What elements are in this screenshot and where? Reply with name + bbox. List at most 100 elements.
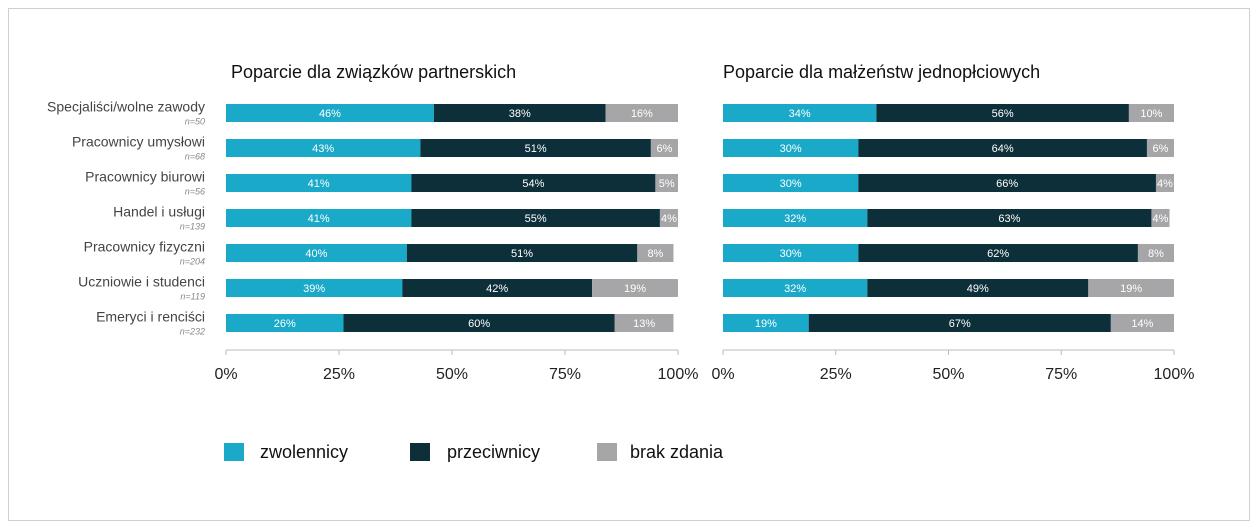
bar-segment [723,314,809,332]
legend-swatch [224,443,244,461]
bar-segment [723,279,868,297]
bar-segment [226,139,421,157]
value-label: 13% [633,318,655,330]
value-label: 39% [303,283,325,295]
bar-segment [411,209,660,227]
category-label: Handel i usługi [113,204,205,220]
value-label: 34% [789,108,811,120]
value-label: 30% [780,178,802,190]
value-label: 66% [996,178,1018,190]
bar-segment [723,174,859,192]
n-label: n=232 [180,326,205,336]
bar-segment [226,279,403,297]
value-label: 14% [1131,318,1153,330]
category-label: Specjaliści/wolne zawody [47,99,205,115]
value-label: 41% [308,213,330,225]
value-label: 42% [486,283,508,295]
value-label: 60% [468,318,490,330]
value-label: 54% [522,178,544,190]
value-label: 55% [525,213,547,225]
bar-segment [723,139,859,157]
bar-segment [1151,209,1170,227]
value-label: 64% [992,143,1014,155]
value-label: 10% [1140,108,1162,120]
bar-segment [1155,174,1174,192]
value-label: 51% [511,248,533,260]
bar-segment [614,314,674,332]
bar-segment [411,174,656,192]
bar-segment [876,104,1129,122]
value-label: 63% [998,213,1020,225]
legend-swatch [410,443,430,461]
bar-segment [592,279,678,297]
x-tick-label: 100% [658,366,699,383]
n-label: n=204 [180,256,205,266]
value-label: 5% [659,178,675,190]
category-label: Pracownicy umysłowi [72,134,205,150]
legend-label: przeciwnicy [447,442,540,462]
bar-segment [808,314,1111,332]
value-label: 26% [274,318,296,330]
value-label: 43% [312,143,334,155]
value-label: 30% [780,143,802,155]
frame [8,8,1250,521]
chart-title: Poparcie dla małżeństw jednopłciowych [723,62,1040,82]
bar-segment [1137,244,1174,262]
value-label: 32% [784,283,806,295]
x-tick-label: 25% [323,366,355,383]
bar-segment [637,244,674,262]
value-label: 16% [631,108,653,120]
bar-segment [406,244,638,262]
value-label: 32% [784,213,806,225]
category-label: Pracownicy fizyczni [84,239,205,255]
bar-segment [226,244,407,262]
bar-segment [858,244,1138,262]
value-label: 56% [992,108,1014,120]
bar-segment [655,174,678,192]
x-tick-label: 50% [436,366,468,383]
value-label: 38% [509,108,531,120]
category-label: Emeryci i renciści [96,309,205,325]
value-label: 41% [308,178,330,190]
category-label: Pracownicy biurowi [85,169,205,185]
bar-segment [433,104,606,122]
bar-segment [420,139,651,157]
value-label: 46% [319,108,341,120]
value-label: 6% [656,143,672,155]
bar-segment [226,104,434,122]
value-label: 51% [525,143,547,155]
x-tick-label: 50% [932,366,964,383]
value-label: 8% [647,248,663,260]
bar-segment [723,209,868,227]
n-label: n=139 [180,221,205,231]
x-tick-label: 0% [214,366,237,383]
legend-label: brak zdania [630,442,724,462]
bar-segment [226,314,344,332]
bar-segment [343,314,615,332]
value-label: 49% [967,283,989,295]
x-tick-label: 0% [711,366,734,383]
value-label: 62% [987,248,1009,260]
x-tick-label: 25% [820,366,852,383]
category-label: Uczniowie i studenci [78,274,205,290]
bar-segment [605,104,678,122]
n-label: n=119 [180,291,205,301]
value-label: 19% [1120,283,1142,295]
value-label: 67% [949,318,971,330]
bar-segment [723,104,877,122]
n-label: n=56 [185,186,205,196]
bar-segment [650,139,678,157]
bar-segment [402,279,593,297]
value-label: 19% [755,318,777,330]
bar-segment [867,209,1152,227]
value-label: 4% [1157,178,1173,190]
value-label: 19% [624,283,646,295]
bar-segment [867,279,1089,297]
value-label: 6% [1153,143,1169,155]
n-label: n=68 [185,151,205,161]
bar-segment [858,174,1156,192]
value-label: 4% [1153,213,1169,225]
bar-segment [1128,104,1174,122]
legend-label: zwolennicy [260,442,348,462]
